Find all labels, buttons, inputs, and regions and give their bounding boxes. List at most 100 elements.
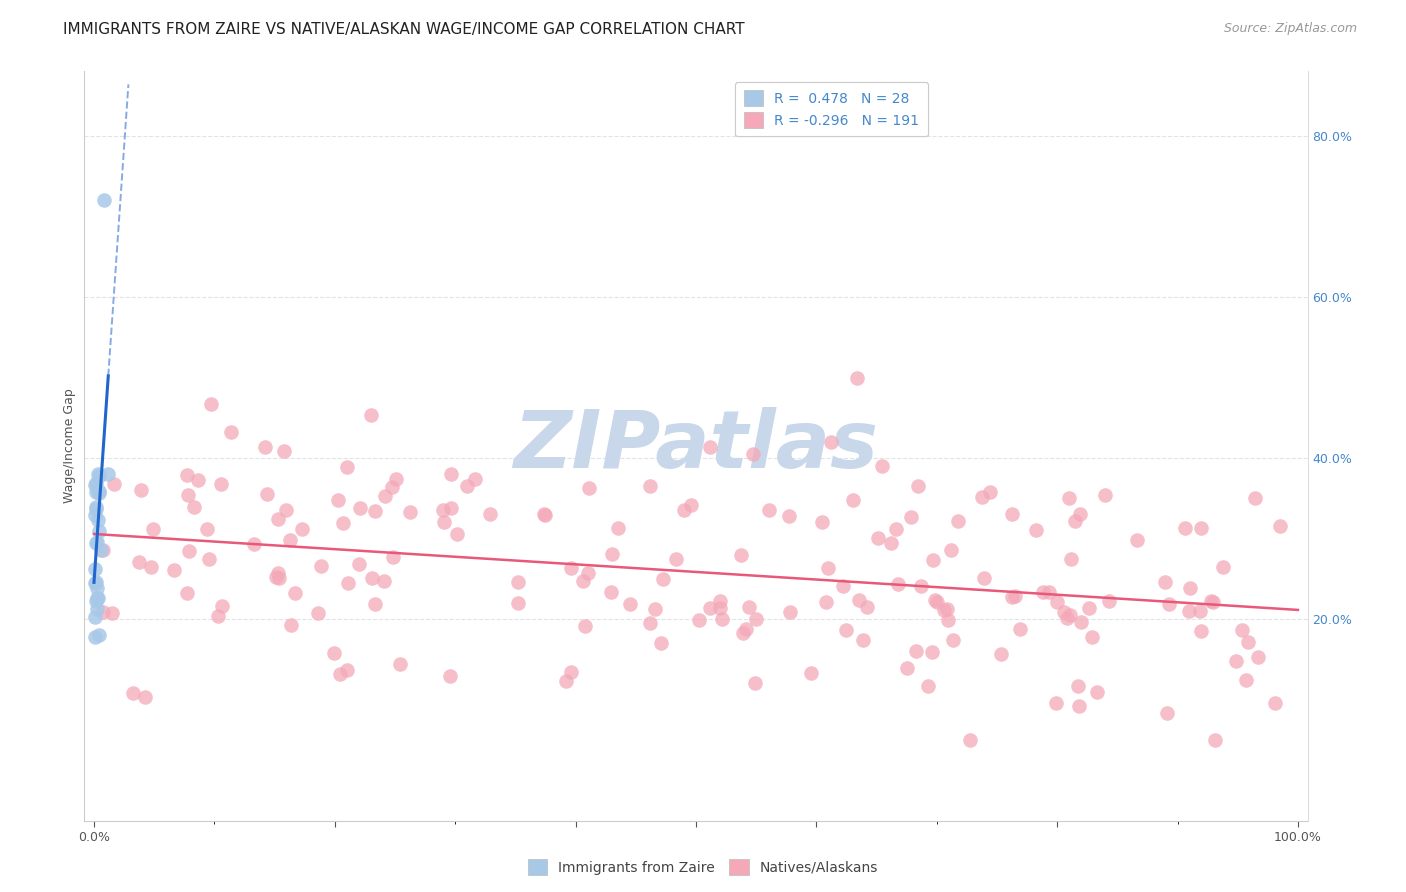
Point xyxy=(1001,590,1024,604)
Point xyxy=(374,489,396,503)
Point xyxy=(84,594,107,608)
Point xyxy=(872,459,894,474)
Point xyxy=(269,570,291,584)
Point xyxy=(1078,600,1101,615)
Point xyxy=(456,479,478,493)
Point xyxy=(709,600,731,615)
Point xyxy=(1189,604,1212,618)
Point xyxy=(86,602,108,616)
Point xyxy=(433,516,456,530)
Point xyxy=(329,667,352,681)
Point xyxy=(87,469,110,483)
Point xyxy=(364,504,387,518)
Point xyxy=(326,492,349,507)
Point xyxy=(868,532,890,546)
Point xyxy=(1085,684,1108,698)
Point xyxy=(1202,595,1225,609)
Point xyxy=(1270,519,1292,533)
Point xyxy=(711,612,734,626)
Point xyxy=(373,574,395,588)
Point xyxy=(336,576,359,591)
Point xyxy=(336,663,359,677)
Point xyxy=(1212,559,1234,574)
Point xyxy=(1199,594,1222,608)
Text: IMMIGRANTS FROM ZAIRE VS NATIVE/ALASKAN WAGE/INCOME GAP CORRELATION CHART: IMMIGRANTS FROM ZAIRE VS NATIVE/ALASKAN … xyxy=(63,22,745,37)
Point xyxy=(332,516,354,530)
Point xyxy=(87,467,110,482)
Point xyxy=(439,669,461,683)
Point xyxy=(91,605,114,619)
Point xyxy=(134,690,156,705)
Point xyxy=(446,526,468,541)
Text: Source: ZipAtlas.com: Source: ZipAtlas.com xyxy=(1223,22,1357,36)
Point xyxy=(129,483,152,497)
Point xyxy=(179,544,201,558)
Point xyxy=(905,644,928,658)
Point xyxy=(1069,507,1091,521)
Point xyxy=(1046,595,1069,609)
Point xyxy=(1094,488,1116,502)
Point xyxy=(884,522,907,536)
Point xyxy=(1204,733,1226,747)
Point xyxy=(572,574,595,589)
Point xyxy=(87,486,110,500)
Point xyxy=(1230,624,1253,638)
Point xyxy=(699,600,721,615)
Point xyxy=(211,599,233,613)
Point xyxy=(1154,575,1177,590)
Point xyxy=(254,440,277,454)
Point xyxy=(93,194,115,208)
Point xyxy=(291,522,314,536)
Point xyxy=(256,487,278,501)
Point xyxy=(600,547,623,561)
Point xyxy=(84,508,107,522)
Point xyxy=(927,594,949,608)
Point xyxy=(650,635,672,649)
Point xyxy=(86,513,108,527)
Point xyxy=(1038,585,1060,599)
Point xyxy=(84,536,107,550)
Point xyxy=(87,591,110,606)
Point xyxy=(1069,699,1091,714)
Point xyxy=(820,435,842,450)
Point xyxy=(1056,611,1078,625)
Point xyxy=(439,467,461,482)
Point xyxy=(83,630,105,644)
Y-axis label: Wage/Income Gap: Wage/Income Gap xyxy=(63,389,76,503)
Point xyxy=(361,571,384,585)
Point xyxy=(90,543,112,558)
Point xyxy=(638,616,661,631)
Point xyxy=(934,603,956,617)
Point xyxy=(97,467,120,482)
Point xyxy=(1045,696,1067,710)
Point xyxy=(910,579,932,593)
Point xyxy=(1159,597,1181,611)
Point xyxy=(1052,605,1074,619)
Point xyxy=(1032,585,1054,599)
Point xyxy=(1098,594,1121,608)
Point xyxy=(207,608,229,623)
Point xyxy=(242,536,264,550)
Point xyxy=(364,598,387,612)
Point xyxy=(1247,649,1270,664)
Point xyxy=(921,553,943,567)
Point xyxy=(846,370,869,384)
Point xyxy=(1059,608,1081,623)
Point xyxy=(800,665,823,680)
Point xyxy=(990,647,1012,661)
Point xyxy=(533,507,555,521)
Point xyxy=(432,503,454,517)
Point xyxy=(91,542,114,557)
Point xyxy=(84,478,107,492)
Point xyxy=(121,686,143,700)
Point xyxy=(84,502,107,516)
Point xyxy=(200,397,222,411)
Point xyxy=(936,614,959,628)
Point xyxy=(815,595,838,609)
Point xyxy=(733,625,755,640)
Point xyxy=(1063,514,1085,528)
Point xyxy=(176,586,198,600)
Point xyxy=(360,408,382,422)
Point xyxy=(187,473,209,487)
Point xyxy=(887,576,910,591)
